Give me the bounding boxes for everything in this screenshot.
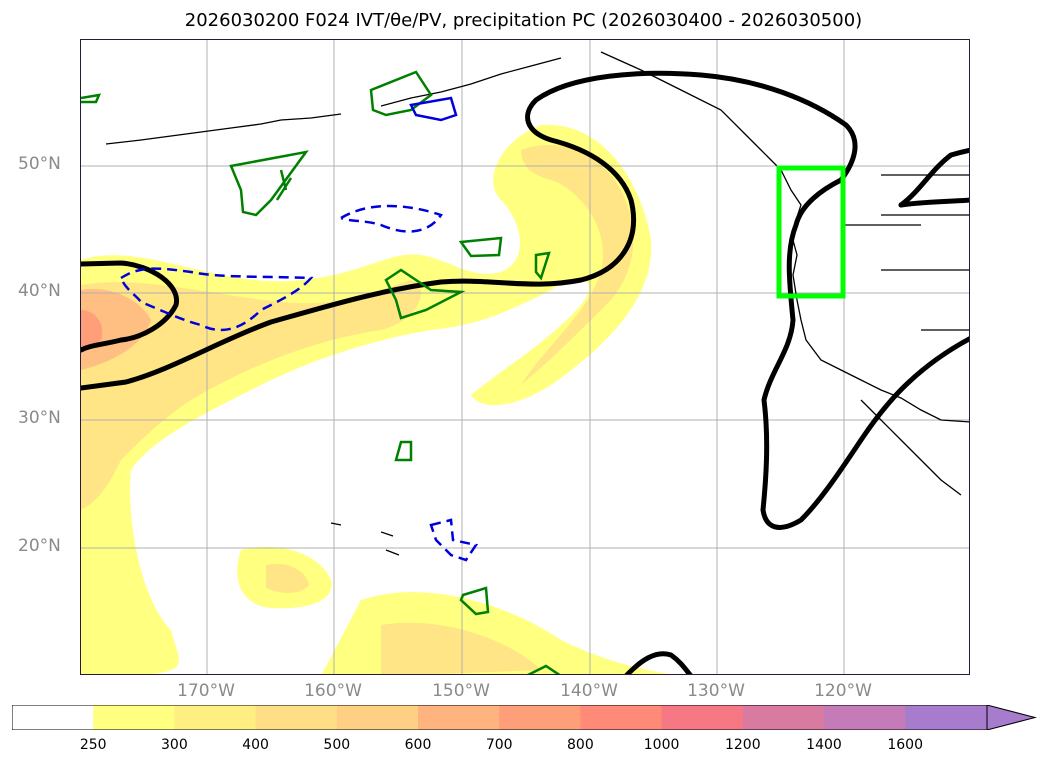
colorbar-tick-label: 1400	[806, 737, 842, 753]
highlight-box	[776, 165, 846, 299]
pv-contours-blue	[119, 96, 479, 562]
lat-label-40n: 40°N	[18, 281, 61, 301]
ivt-fill-700	[81, 310, 103, 350]
colorbar-segment	[418, 705, 500, 730]
ivt-fill-500	[81, 289, 151, 370]
coastlines	[105, 51, 969, 556]
ivt-fill-300-b	[521, 144, 634, 385]
lon-label-130w: 130°W	[687, 681, 745, 701]
theta-e-contours	[81, 70, 969, 674]
colorbar-tick-label: 700	[485, 737, 513, 753]
colorbar-segment	[174, 705, 257, 730]
map-canvas	[81, 40, 969, 674]
lon-label-140w: 140°W	[560, 681, 618, 701]
ivt-fill-south-2	[266, 563, 309, 593]
colorbar-segment	[93, 705, 175, 730]
lon-label-150w: 150°W	[432, 681, 490, 701]
colorbar-tick-label: 300	[161, 737, 188, 753]
graticule	[81, 40, 969, 674]
lat-label-20n: 20°N	[18, 536, 61, 556]
colorbar	[12, 705, 1037, 730]
colorbar-segment	[580, 705, 663, 730]
colorbar-tick-label: 1600	[887, 737, 924, 753]
lat-label-30n: 30°N	[18, 408, 61, 428]
colorbar-segment	[336, 705, 419, 730]
map-panel	[80, 39, 970, 675]
colorbar-segment	[499, 705, 581, 730]
colorbar-segments	[12, 705, 1037, 730]
colorbar-tick-label: 500	[323, 737, 351, 753]
lon-label-120w: 120°W	[814, 681, 872, 701]
lat-label-50n: 50°N	[18, 154, 61, 174]
colorbar-extend-arrow	[986, 705, 1037, 730]
colorbar-tick-label: 600	[404, 737, 432, 753]
colorbar-segment	[905, 705, 987, 730]
pv-contours-green	[81, 70, 561, 674]
colorbar-segment	[255, 705, 338, 730]
colorbar-segment	[742, 705, 825, 730]
lon-label-170w: 170°W	[177, 681, 235, 701]
lon-label-160w: 160°W	[304, 681, 362, 701]
colorbar-segment	[12, 705, 94, 730]
colorbar-tick-label: 400	[242, 737, 269, 753]
colorbar-segment	[824, 705, 906, 730]
colorbar-tick-label: 1000	[643, 737, 680, 753]
colorbar-frame	[12, 705, 988, 730]
map-title: 2026030200 F024 IVT/θe/PV, precipitation…	[184, 10, 863, 31]
colorbar-segment	[661, 705, 744, 730]
colorbar-tick-label: 1200	[724, 737, 761, 753]
colorbar-tick-label: 800	[567, 737, 594, 753]
ivt-fill-300	[81, 280, 421, 510]
ivt-fill-layer	[81, 124, 669, 674]
ivt-fill-south-4	[381, 622, 541, 674]
colorbar-tick-label: 250	[79, 737, 107, 753]
